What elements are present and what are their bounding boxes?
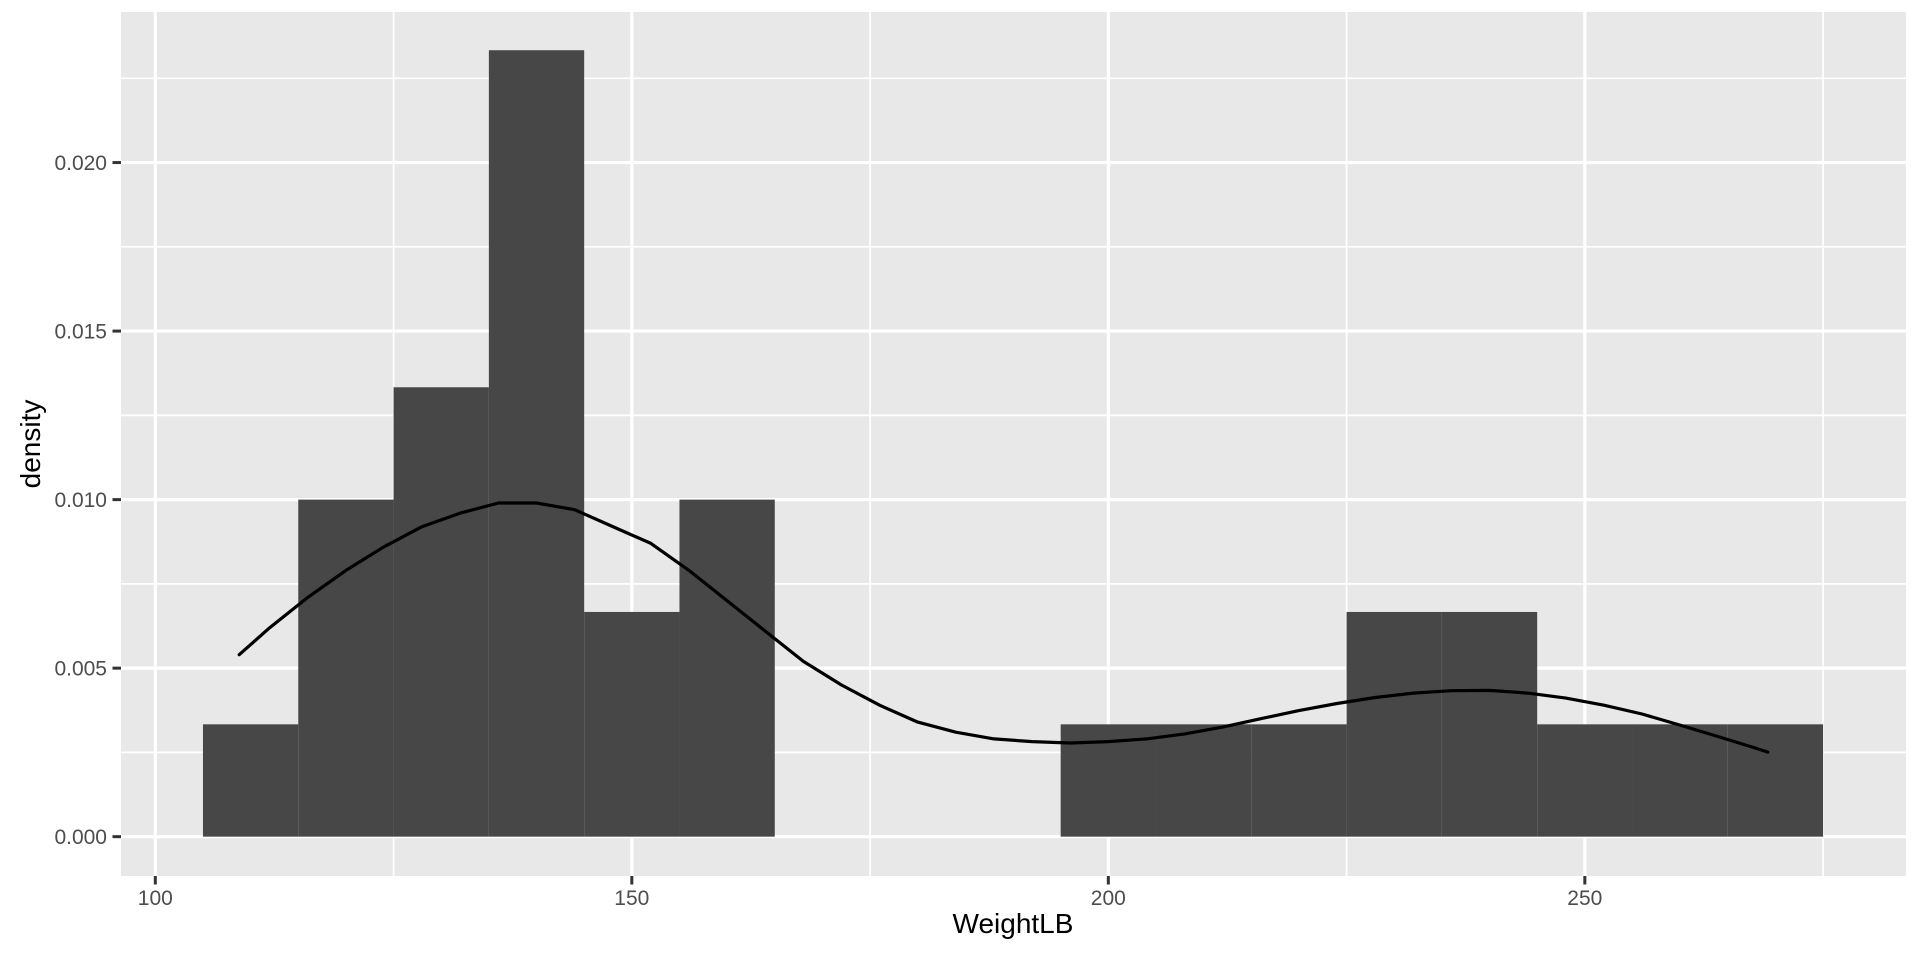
histogram-bar	[1727, 724, 1824, 837]
histogram-bar	[1632, 724, 1728, 837]
x-tick-label: 150	[614, 887, 649, 910]
y-tick-label: 0.000	[54, 826, 107, 849]
density-curve	[237, 501, 1770, 754]
histogram-bar	[584, 611, 680, 837]
histogram-bar	[1346, 611, 1442, 837]
x-axis-title: WeightLB	[953, 908, 1074, 939]
histogram-bar	[202, 724, 299, 837]
x-tick-label: 250	[1567, 887, 1602, 910]
histogram-bar	[298, 499, 394, 837]
x-tick-label: 200	[1091, 887, 1126, 910]
axis-tick-labels: 100 150 200 250 0.000 0.005 0.010 0.015 0.020	[54, 152, 1602, 910]
y-tick-label: 0.015	[54, 321, 107, 344]
axis-ticks	[112, 161, 1587, 885]
density-curve-layer	[237, 501, 1770, 754]
histogram-bar	[393, 387, 489, 837]
y-tick-label: 0.005	[54, 658, 107, 681]
minor-gridlines	[121, 12, 1906, 876]
y-tick-label: 0.010	[54, 489, 107, 512]
x-tick-label: 100	[138, 887, 173, 910]
histogram-bar	[1155, 724, 1252, 837]
histogram-bar	[1251, 724, 1347, 837]
histogram-bar	[679, 499, 775, 837]
histogram-bar	[1441, 611, 1538, 837]
y-axis-title: density	[15, 400, 46, 489]
y-tick-label: 0.020	[54, 152, 107, 175]
histogram-bar	[1537, 724, 1633, 837]
histogram-bar	[488, 50, 585, 837]
